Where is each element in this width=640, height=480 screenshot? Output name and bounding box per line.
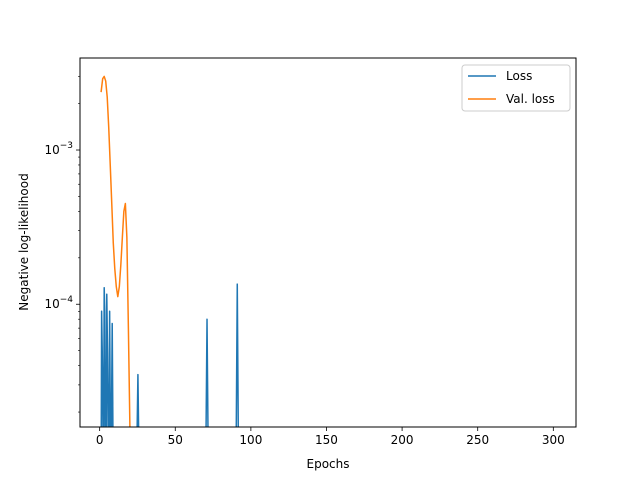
y-axis: 10−4 10−3 (44, 76, 80, 413)
legend-label-loss: Loss (506, 69, 532, 83)
x-tick-label: 200 (391, 433, 414, 447)
series-line-loss (100, 283, 240, 427)
x-tick-label: 50 (168, 433, 183, 447)
x-axis: 0 50 100 150 200 250 300 (96, 427, 565, 447)
x-axis-label: Epochs (307, 457, 350, 471)
legend: Loss Val. loss (461, 64, 571, 112)
x-tick-label: 150 (315, 433, 338, 447)
series-layer (100, 75, 240, 427)
y-axis-label: Negative log-likelihood (17, 173, 31, 310)
plot-frame (79, 57, 577, 428)
x-tick-label: 300 (542, 433, 565, 447)
legend-label-val-loss: Val. loss (506, 92, 555, 106)
y-tick-label: 10−4 (44, 295, 73, 311)
x-tick-label: 0 (96, 433, 104, 447)
x-tick-label: 250 (466, 433, 489, 447)
x-tick-label: 100 (239, 433, 262, 447)
plot-area (80, 58, 576, 427)
y-tick-label: 10−3 (44, 141, 73, 157)
series-line-val-loss (100, 75, 131, 427)
